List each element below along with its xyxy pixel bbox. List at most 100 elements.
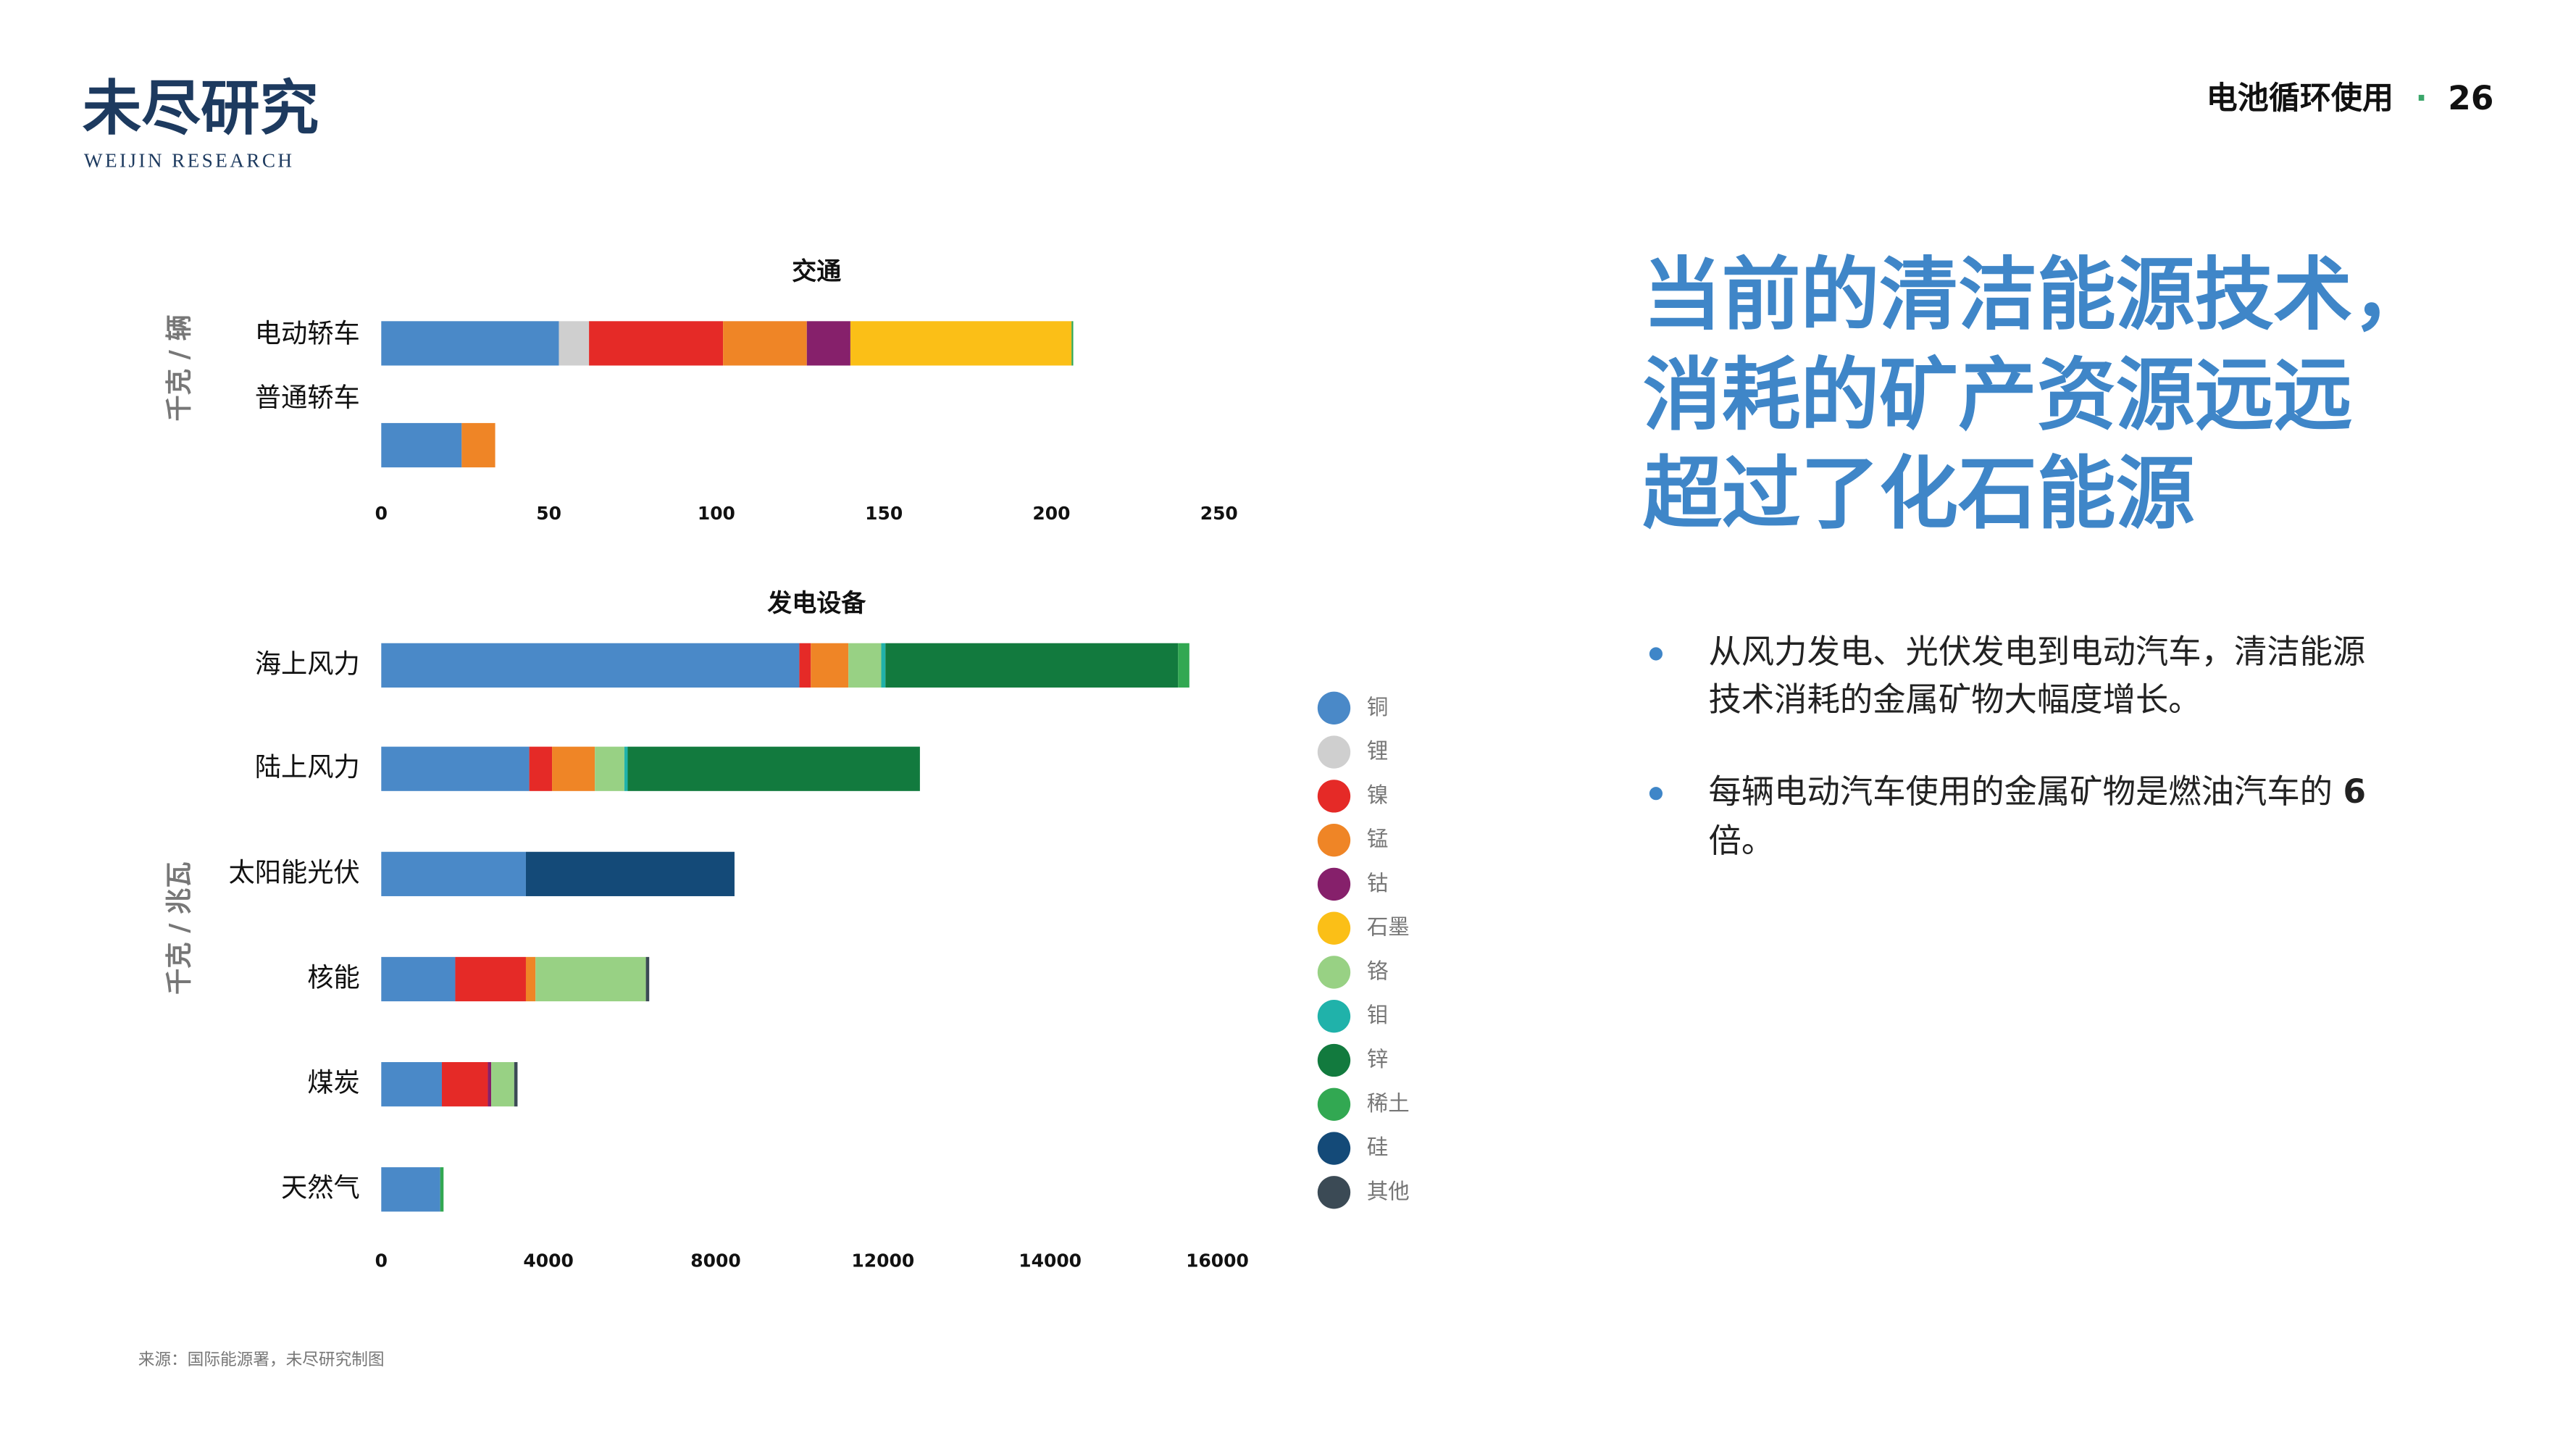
legend-swatch <box>1317 1000 1351 1033</box>
bar-segment <box>535 956 646 1002</box>
logo: 未尽研究 <box>83 75 319 141</box>
bar-segment <box>881 643 886 688</box>
bar-segment <box>381 643 800 688</box>
legend-swatch <box>1317 1087 1351 1121</box>
bar-segment <box>1071 321 1074 366</box>
legend-label: 钼 <box>1367 1003 1388 1027</box>
bar-segment <box>552 746 595 791</box>
x-tick-label: 4000 <box>523 1250 573 1271</box>
legend-swatch <box>1317 867 1351 901</box>
bar-segment <box>381 851 526 896</box>
y-axis-label: 千克 / 兆瓦 <box>164 861 195 995</box>
bar-segment <box>381 422 462 468</box>
bullet-text: 从风力发电、光伏发电到电动汽车，清洁能源 <box>1708 632 2365 671</box>
legend-swatch <box>1317 1176 1351 1209</box>
logo-sub: WEIJIN RESEARCH <box>84 150 295 172</box>
category-label: 核能 <box>307 961 360 993</box>
legend-label: 铬 <box>1367 959 1388 983</box>
legend-label: 钴 <box>1367 871 1388 895</box>
x-tick-label: 150 <box>865 503 903 524</box>
bar-segment <box>723 321 807 366</box>
legend-label: 其他 <box>1367 1179 1410 1203</box>
bar-segment <box>381 321 559 366</box>
bar-segment <box>381 1061 442 1107</box>
bar-segment <box>885 643 1179 688</box>
legend-swatch <box>1317 911 1351 945</box>
x-tick-label: 12000 <box>851 1250 914 1271</box>
x-tick-label: 200 <box>1032 503 1070 524</box>
category-label: 普通轿车 <box>255 382 360 413</box>
legend-swatch <box>1317 735 1351 769</box>
headline: 当前的清洁能源技术， <box>1643 249 2431 341</box>
bar-segment <box>455 956 526 1002</box>
category-label: 海上风力 <box>255 648 360 679</box>
bar-segment <box>441 1061 488 1107</box>
bar-segment <box>559 321 590 366</box>
category-label: 煤炭 <box>307 1067 360 1098</box>
bullet-text: 每辆电动汽车使用的金属矿物是燃油汽车的 6 <box>1708 772 2366 811</box>
bullet-text: 技术消耗的金属矿物大幅度增长。 <box>1708 680 2201 719</box>
bar-segment <box>806 321 850 366</box>
page-number: 26 <box>2448 79 2493 117</box>
legend-label: 石墨 <box>1367 915 1410 940</box>
bar-segment <box>440 1167 444 1212</box>
bullet-dot <box>1649 647 1663 661</box>
category-label: 天然气 <box>281 1172 360 1203</box>
bar-segment <box>381 956 456 1002</box>
section-title: 电池循环使用 <box>2207 80 2393 117</box>
x-tick-label: 0 <box>375 503 388 524</box>
bar-segment <box>811 643 849 688</box>
legend-swatch <box>1317 691 1351 724</box>
bar-segment <box>381 1167 440 1212</box>
bar-segment <box>595 746 624 791</box>
chart-title: 发电设备 <box>767 589 866 618</box>
bar-segment <box>461 422 495 468</box>
bar-segment <box>589 321 724 366</box>
legend-label: 镍 <box>1367 782 1388 807</box>
category-label: 电动轿车 <box>255 318 360 349</box>
legend-label: 锌 <box>1367 1047 1388 1072</box>
bar-segment <box>627 746 920 791</box>
x-tick-label: 50 <box>536 503 561 524</box>
bar-segment <box>848 643 882 688</box>
bar-segment <box>514 1061 518 1107</box>
x-tick-label: 0 <box>375 1250 388 1271</box>
bar-segment <box>645 956 650 1002</box>
bullet-bold: 6 <box>2343 772 2366 811</box>
legend-label: 铜 <box>1367 695 1388 719</box>
bar-segment <box>799 643 811 688</box>
bullet-text: 倍。 <box>1708 822 1774 860</box>
bar-segment <box>491 1061 514 1107</box>
bar-segment <box>525 956 536 1002</box>
x-tick-label: 100 <box>698 503 735 524</box>
category-label: 陆上风力 <box>255 751 360 782</box>
legend-swatch <box>1317 823 1351 857</box>
legend-swatch <box>1317 780 1351 813</box>
bar-segment <box>624 746 628 791</box>
x-tick-label: 16000 <box>1186 1250 1249 1271</box>
legend-label: 硅 <box>1367 1135 1388 1160</box>
bar-segment <box>529 746 553 791</box>
category-label: 太阳能光伏 <box>228 856 359 888</box>
y-axis-label: 千克 / 辆 <box>164 314 195 421</box>
x-tick-label: 14000 <box>1019 1250 1082 1271</box>
bullet-text: 每辆电动汽车使用的金属矿物是燃油汽车的 <box>1708 772 2343 811</box>
x-tick-label: 8000 <box>690 1250 740 1271</box>
headline: 消耗的矿产资源远远 <box>1643 349 2352 441</box>
legend-label: 锰 <box>1367 827 1388 851</box>
chart-title: 交通 <box>792 257 841 286</box>
bar-segment <box>850 321 1072 366</box>
separator: · <box>2415 80 2427 117</box>
bar-segment <box>488 1061 492 1107</box>
x-tick-label: 250 <box>1200 503 1238 524</box>
legend-swatch <box>1317 956 1351 989</box>
legend-swatch <box>1317 1132 1351 1165</box>
legend-label: 稀土 <box>1367 1091 1410 1116</box>
bullet-dot <box>1649 787 1663 801</box>
bar-segment <box>1178 643 1189 688</box>
bar-segment <box>525 851 735 896</box>
source: 来源：国际能源署，未尽研究制图 <box>138 1350 385 1369</box>
